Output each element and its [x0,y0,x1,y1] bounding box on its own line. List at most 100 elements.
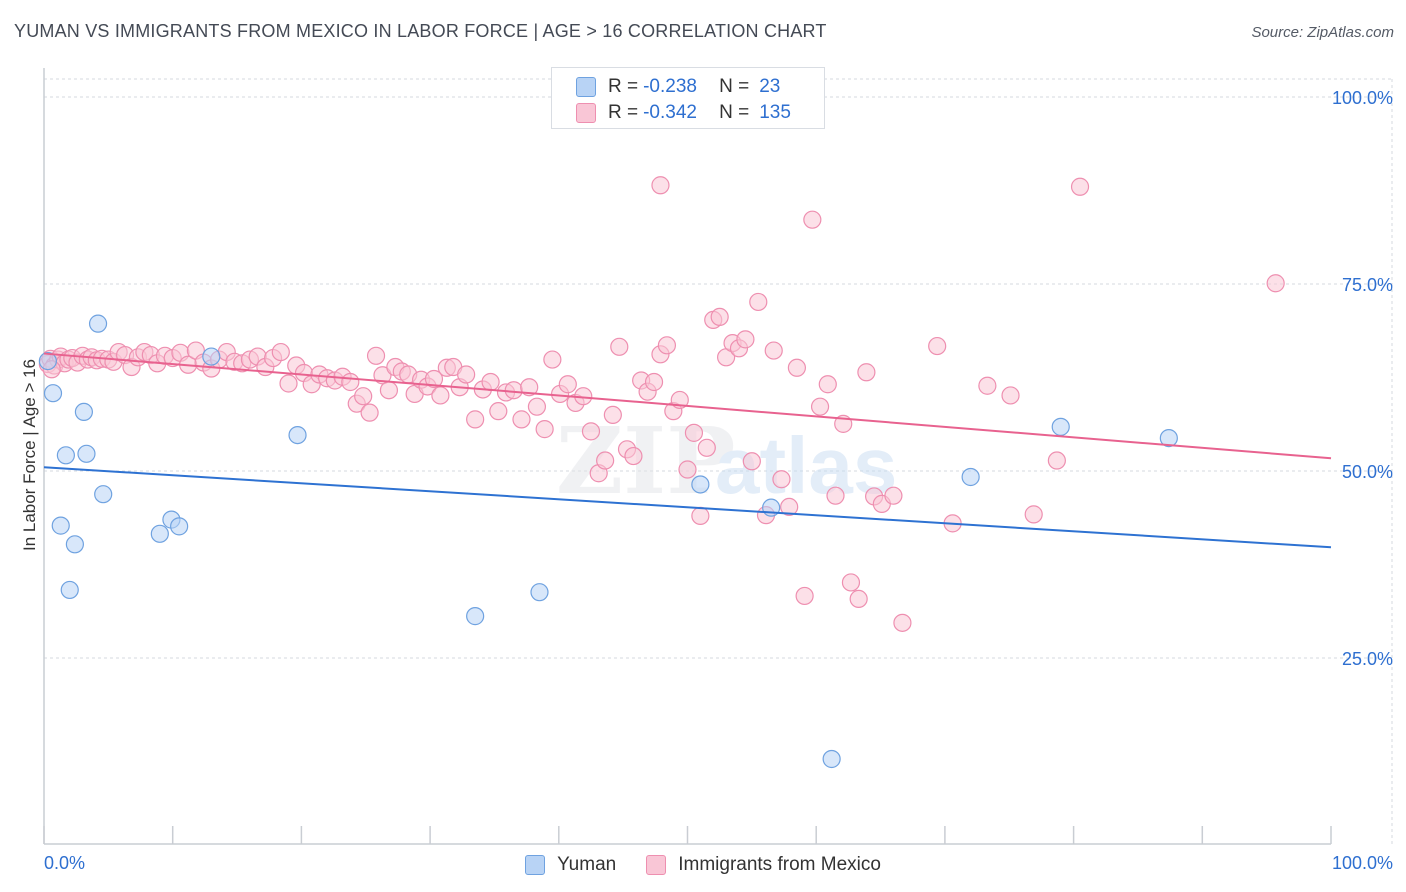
mexico-point [691,506,710,525]
yuman-point [88,314,108,333]
mexico-point [1001,386,1020,405]
mexico-point [787,358,806,377]
mexico-point [366,346,386,365]
yuman-point [466,607,485,626]
mexico-swatch [646,855,667,875]
mexico-point [978,376,997,395]
mexico-point [1047,451,1066,470]
yuman-point [60,580,79,600]
mexico-point [373,366,392,385]
mexico-point [489,402,508,421]
mexico-point [527,397,547,416]
yuman-point [530,583,549,602]
mexico-point [466,410,485,429]
mexico-point [795,586,814,606]
mexico-point [379,381,399,400]
mexico-point [341,372,360,392]
legend-label-mexico: Immigrants from Mexico [678,854,881,875]
legend-row-yuman: R = -0.238 N = 23 [576,75,780,99]
n-label: N = [719,102,750,123]
mexico-swatch [576,103,596,123]
mexico-point [810,397,830,416]
mexico-point [644,372,664,392]
mexico-point [512,410,531,429]
mexico-point [803,210,822,229]
r-label: R = [608,76,639,97]
yuman-point [43,384,63,403]
mexico-point [431,386,450,405]
mexico-r-value: -0.342 [643,102,697,123]
yuman-point [202,347,221,366]
mexico-point [581,422,601,441]
mexico-point [271,342,290,362]
mexico-point [1070,177,1090,196]
yuman-point [65,535,84,554]
grid-lines [44,78,1393,844]
yuman-point [170,517,189,536]
yuman-swatch [576,77,596,97]
mexico-point [928,336,947,356]
mexico-point [1266,274,1285,293]
correlation-legend: R = -0.238 N = 23 R = -0.342 N = 135 [551,67,825,129]
mexico-point [1024,505,1043,524]
mexico-point [624,446,643,466]
legend-item-yuman[interactable]: Yuman [525,854,616,876]
mexico-trend-line [43,352,1332,460]
r-label: R = [608,102,639,123]
mexico-point [354,387,373,406]
y-axis-label: In Labor Force | Age > 16 [20,359,39,551]
yuman-point [1051,417,1070,436]
mexico-point [504,381,523,400]
yuman-trend-line [43,466,1332,549]
yuman-point [77,444,96,463]
mexico-n-value: 135 [759,102,791,123]
yuman-point [150,524,169,543]
mexico-point [651,176,670,195]
mexico-point [678,460,697,479]
chart-title: YUMAN VS IMMIGRANTS FROM MEXICO IN LABOR… [14,21,827,41]
mexico-point [818,375,837,394]
mexico-point [749,292,768,312]
mexico-point [684,423,704,442]
yuman-point [74,402,93,422]
mexico-point [841,573,861,592]
yuman-point [961,467,980,487]
y-tick-label: 25.0% [1342,649,1393,669]
mexico-point [481,372,500,392]
mexico-point [736,330,755,349]
tick-labels: 25.0% 50.0% 75.0% 100.0% 0.0% 100.0% [44,88,1393,873]
mexico-point [610,337,629,356]
mexico-point [558,375,577,394]
mexico-point [772,470,791,489]
n-label: N = [719,76,750,97]
yuman-point [288,425,307,445]
series-legend: Yuman Immigrants from Mexico [0,851,1406,879]
mexico-point [424,369,444,389]
source-label: Source: ZipAtlas.com [1251,24,1394,41]
mexico-point [657,336,677,355]
mexico-point [279,374,298,393]
yuman-point [691,475,710,494]
mexico-point [457,365,476,384]
mexico-point [849,589,868,609]
yuman-r-value: -0.238 [643,76,697,97]
yuman-point [38,351,57,371]
legend-label-yuman: Yuman [557,854,617,875]
mexico-point [596,451,615,470]
mexico-point [884,486,903,505]
axes [43,68,1332,845]
trend-lines [43,352,1332,549]
mexico-point [893,613,912,632]
mexico-point [360,403,379,422]
y-tick-label: 100.0% [1332,88,1393,108]
mexico-point [710,307,729,327]
legend-item-mexico[interactable]: Immigrants from Mexico [646,854,881,876]
mexico-point [535,420,554,439]
mexico-point [697,438,716,457]
watermark-zip: ZIP [556,407,735,515]
mexico-point [826,486,845,505]
mexico-point [543,350,562,369]
yuman-point [822,749,841,769]
x-tick-label-max: 100.0% [1332,853,1393,873]
